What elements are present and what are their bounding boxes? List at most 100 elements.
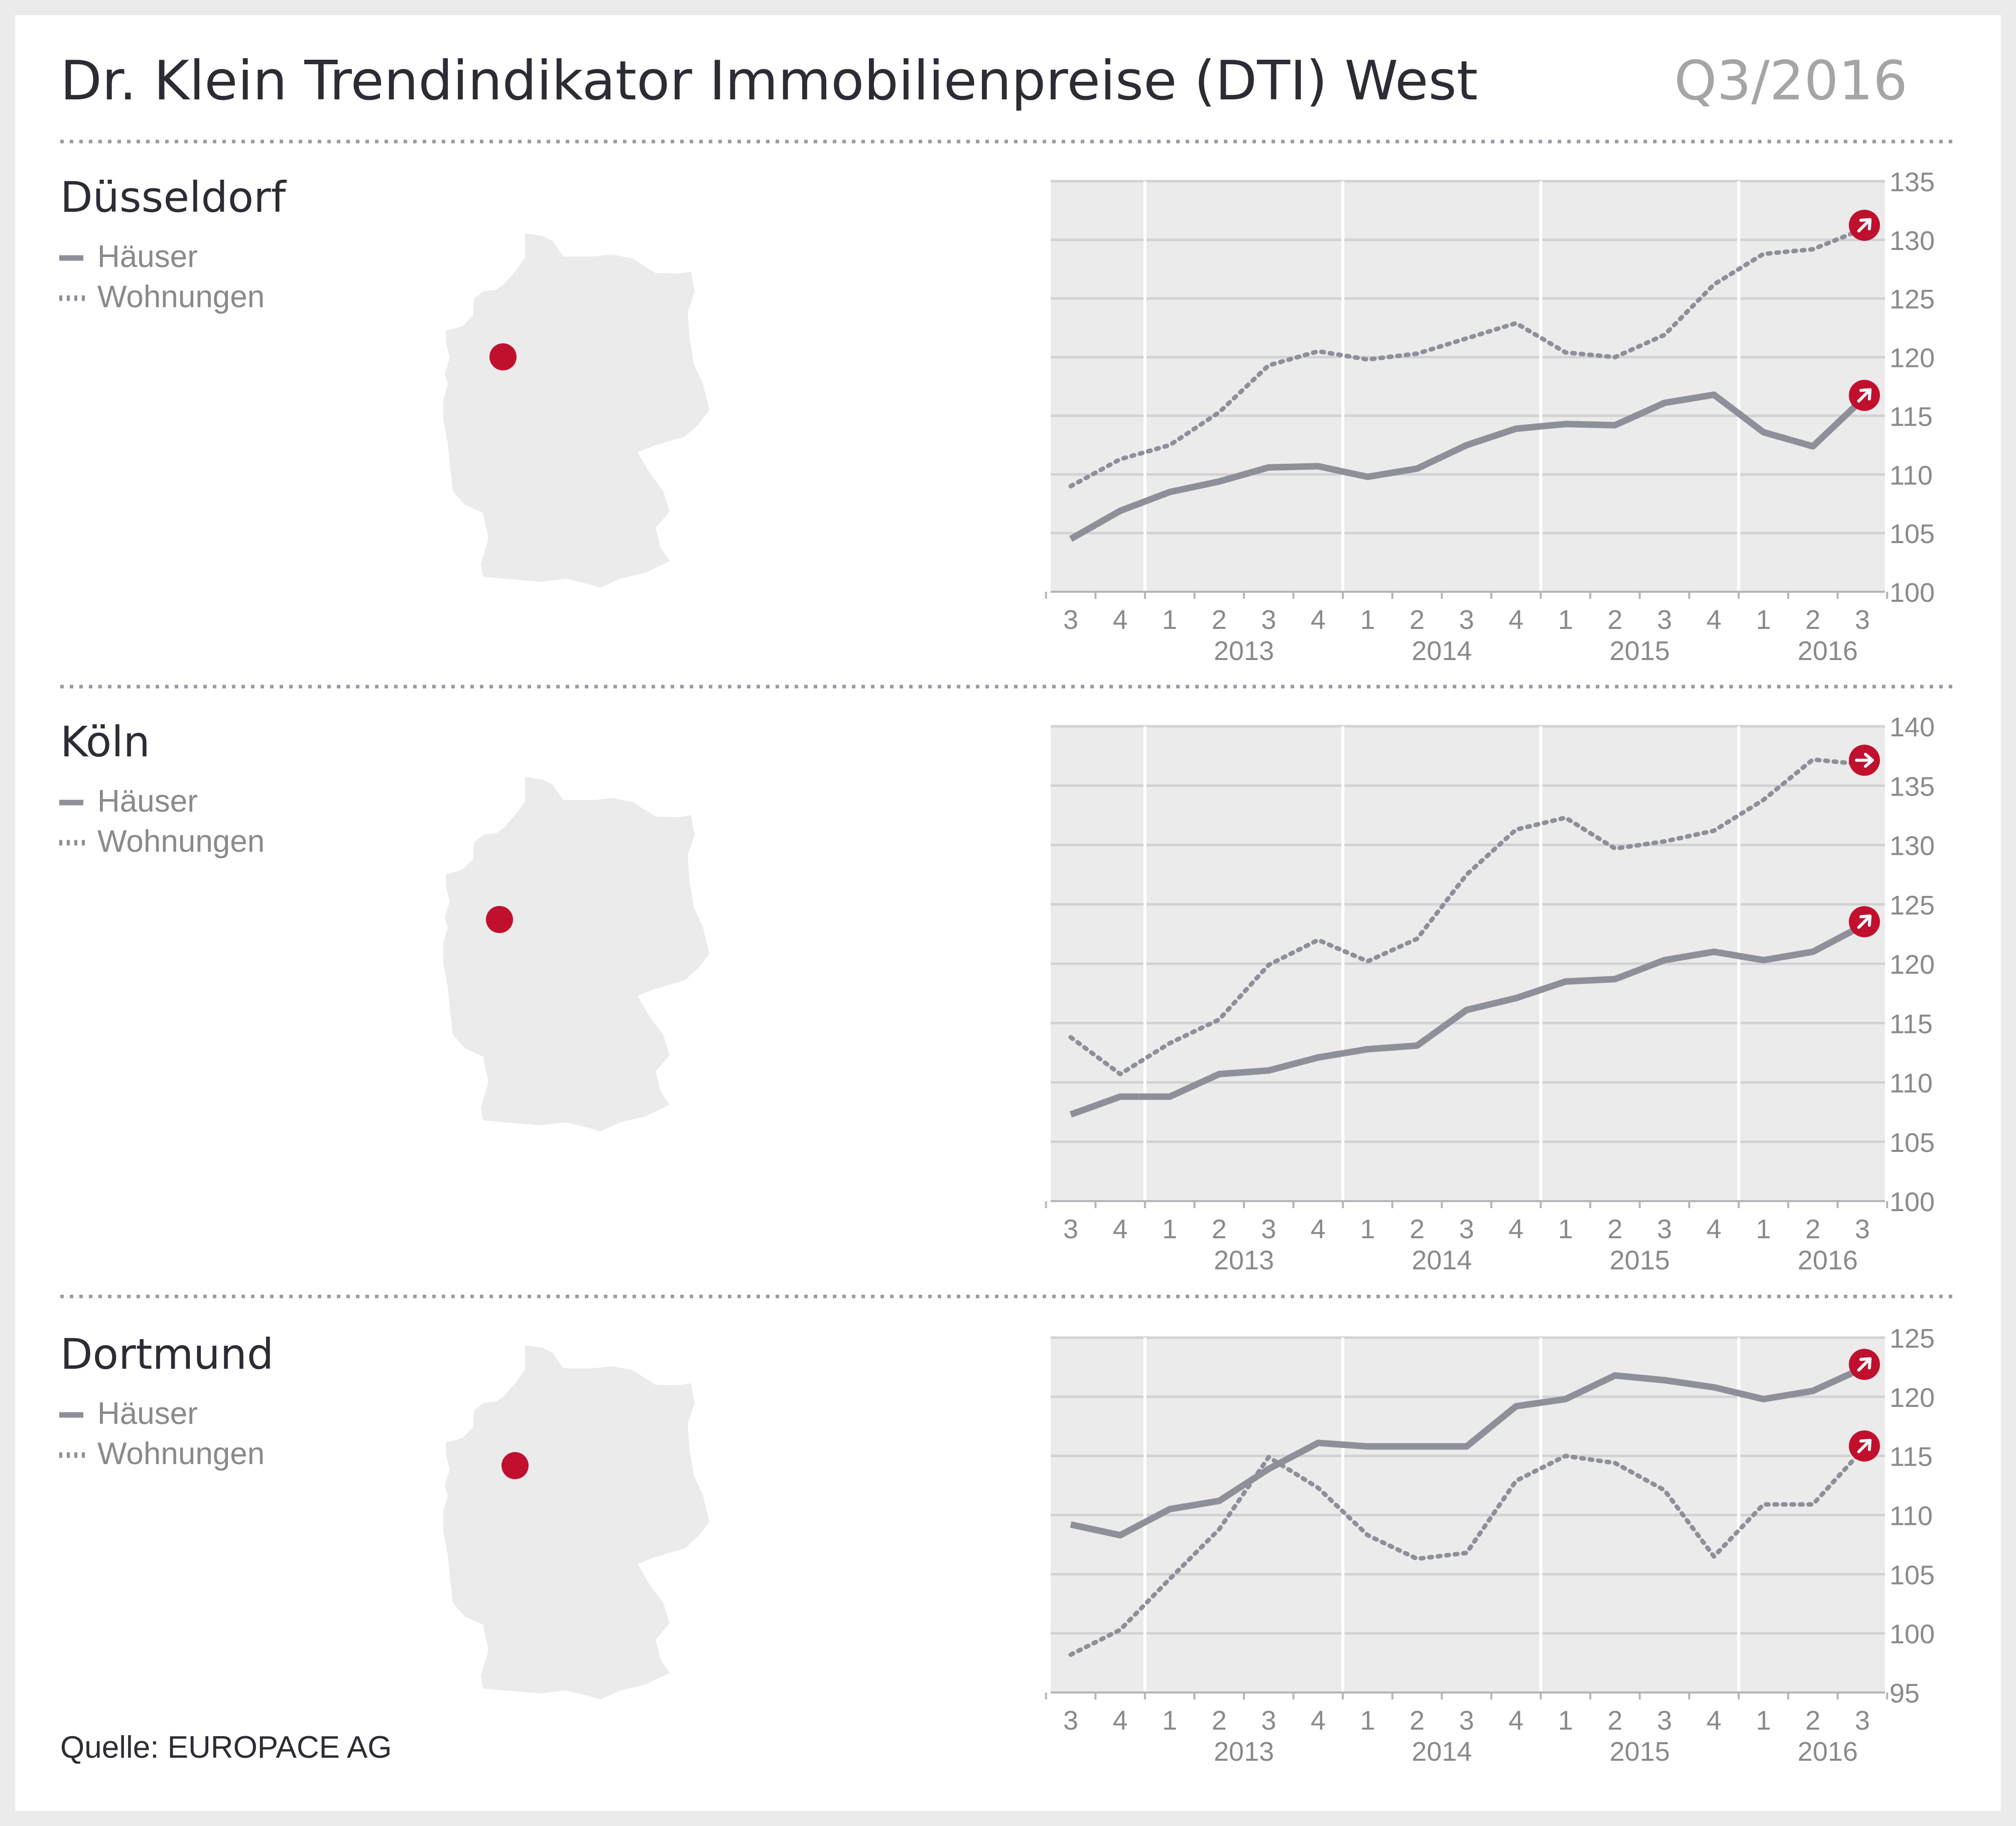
legend: Häuser Wohnungen <box>59 1396 265 1471</box>
y-tick-label: 135 <box>1889 771 1935 802</box>
x-tick-label: 4 <box>1311 605 1326 635</box>
x-tick-label: 2 <box>1410 605 1425 635</box>
x-year-label: 2013 <box>1214 1245 1274 1275</box>
x-tick-label: 4 <box>1311 1706 1326 1736</box>
x-tick-label: 3 <box>1063 1706 1078 1736</box>
series-line-wohnungen <box>1068 227 1865 489</box>
legend-label-wohnungen: Wohnungen <box>97 824 265 859</box>
y-tick-label: 110 <box>1889 460 1933 490</box>
y-tick-label: 130 <box>1889 831 1935 861</box>
y-tick-label: 125 <box>1889 1324 1935 1354</box>
x-year-label: 2016 <box>1798 636 1858 666</box>
arrow-head <box>1859 915 1872 927</box>
x-tick-label: 2 <box>1212 1706 1227 1736</box>
x-tick-label: 3 <box>1261 1214 1276 1244</box>
x-tick-label: 1 <box>1558 1214 1573 1244</box>
x-tick-label: 4 <box>1113 1706 1128 1736</box>
legend-label-haeuser: Häuser <box>97 1396 198 1431</box>
series-line-wohnungen <box>1068 1448 1865 1657</box>
germany-map <box>443 777 709 1131</box>
y-tick-label: 105 <box>1889 1560 1935 1590</box>
arrow-badge-icon <box>1849 906 1880 938</box>
x-year-label: 2016 <box>1798 1737 1858 1767</box>
x-tick-label: 1 <box>1162 1706 1177 1736</box>
x-year-label: 2014 <box>1412 1245 1472 1275</box>
city-title: Düsseldorf <box>60 173 287 222</box>
x-year-label: 2014 <box>1412 1737 1472 1767</box>
x-year-label: 2015 <box>1609 1245 1670 1275</box>
line-chart: 100 105 110 115 120 125 130 135 140 3 4 1 2 3 4 1 2 3 4 1 2 3… <box>1045 712 1935 1275</box>
x-tick-label: 4 <box>1113 605 1128 635</box>
x-tick-label: 3 <box>1063 1214 1078 1244</box>
x-tick-label: 4 <box>1706 605 1721 635</box>
x-year-label: 2014 <box>1412 636 1472 666</box>
x-tick-label: 4 <box>1508 605 1524 635</box>
arrow-head <box>1859 1357 1872 1370</box>
x-tick-label: 3 <box>1855 1214 1870 1244</box>
x-tick-label: 2 <box>1805 605 1820 635</box>
x-tick-label: 1 <box>1162 605 1177 635</box>
arrow-shaft <box>1857 915 1871 929</box>
x-tick-label: 4 <box>1311 1214 1326 1244</box>
x-tick-label: 1 <box>1162 1214 1177 1244</box>
arrow-glyph <box>1857 915 1872 929</box>
y-tick-label: 120 <box>1889 1383 1935 1413</box>
x-tick-label: 3 <box>1657 1706 1672 1736</box>
y-tick-label: 110 <box>1889 1069 1933 1099</box>
section-duesseldorf: DüsseldorfHäuserWohnungen100105110115120… <box>59 167 1935 666</box>
y-tick-label: 125 <box>1889 285 1935 315</box>
section-koeln: Köln Häuser Wohnungen 100 105 110 115 120 125 130… <box>59 712 1935 1275</box>
x-year-label: 2016 <box>1798 1245 1858 1275</box>
x-year-label: 2013 <box>1214 636 1274 666</box>
arrow-shaft <box>1857 388 1871 403</box>
x-tick-label: 3 <box>1459 605 1474 635</box>
x-tick-label: 2 <box>1212 605 1227 635</box>
x-tick-label: 2 <box>1212 1214 1227 1244</box>
germany-map <box>443 233 709 588</box>
x-tick-label: 3 <box>1657 1214 1672 1244</box>
x-tick-label: 3 <box>1261 1706 1276 1736</box>
y-tick-label: 120 <box>1889 950 1935 980</box>
x-tick-label: 4 <box>1113 1214 1128 1244</box>
arrow-shaft <box>1857 1439 1871 1454</box>
y-tick-label: 100 <box>1889 1187 1935 1217</box>
location-dot-icon <box>489 343 517 370</box>
legend-label-wohnungen: Wohnungen <box>97 280 265 314</box>
x-tick-label: 1 <box>1360 1706 1375 1736</box>
y-tick-label: 115 <box>1889 402 1933 432</box>
arrow-glyph <box>1857 1439 1872 1454</box>
location-dot-icon <box>486 906 513 933</box>
y-tick-label: 120 <box>1889 343 1935 373</box>
x-tick-label: 2 <box>1607 1214 1622 1244</box>
arrow-glyph <box>1857 218 1872 233</box>
x-tick-label: 3 <box>1657 605 1672 635</box>
x-tick-label: 2 <box>1805 1706 1820 1736</box>
arrow-badge-icon <box>1849 1430 1880 1462</box>
arrow-badge-icon <box>1849 1349 1880 1380</box>
legend-label-haeuser: Häuser <box>97 239 198 274</box>
y-tick-label: 100 <box>1889 1619 1935 1649</box>
arrow-shaft <box>1857 1358 1871 1372</box>
series-line-haeuser <box>1070 1365 1864 1539</box>
x-tick-label: 2 <box>1410 1706 1425 1736</box>
x-tick-label: 3 <box>1261 605 1276 635</box>
y-tick-label: 135 <box>1889 167 1935 197</box>
legend-label-wohnungen: Wohnungen <box>97 1437 265 1471</box>
x-year-label: 2015 <box>1609 636 1670 666</box>
main-title: Dr. Klein Trendindikator Immobilienpreis… <box>60 50 1478 112</box>
y-tick-label: 115 <box>1889 1009 1933 1039</box>
x-tick-label: 3 <box>1459 1214 1474 1244</box>
x-tick-label: 2 <box>1410 1214 1425 1244</box>
x-tick-label: 4 <box>1508 1706 1524 1736</box>
source-note: Quelle: EUROPACE AG <box>60 1730 392 1765</box>
arrow-badge-icon <box>1849 379 1880 411</box>
y-tick-label: 125 <box>1889 890 1935 921</box>
legend-label-haeuser: Häuser <box>97 784 198 819</box>
y-tick-label: 115 <box>1889 1442 1933 1472</box>
legend: Häuser Wohnungen <box>59 239 265 314</box>
y-tick-label: 105 <box>1889 519 1935 549</box>
x-tick-label: 3 <box>1855 605 1870 635</box>
